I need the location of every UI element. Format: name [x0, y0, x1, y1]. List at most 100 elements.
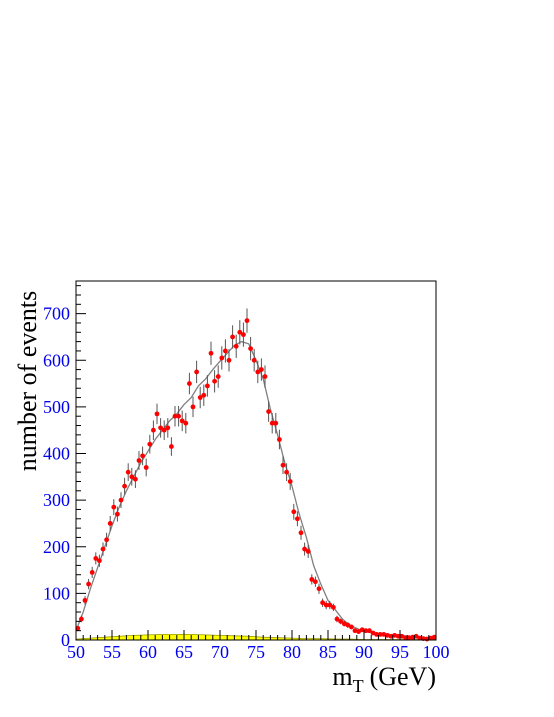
data-point: [259, 367, 264, 372]
y-tick-label: 600: [43, 350, 70, 370]
x-tick-label: 95: [391, 642, 409, 662]
data-point: [89, 569, 95, 575]
data-point: [75, 625, 81, 631]
data-point: [320, 600, 325, 606]
plot-frame: [75, 280, 437, 641]
data-point: [104, 537, 109, 543]
x-tick-labels: 50 55 60 65 70 75 80 85 90 95 100: [67, 642, 450, 662]
data-point: [201, 392, 207, 398]
data-point: [305, 549, 311, 554]
data-point: [273, 420, 279, 426]
y-tick-label: 500: [43, 397, 70, 417]
x-axis-title-subscript: T: [353, 676, 364, 696]
data-point: [136, 458, 142, 463]
data-point: [287, 479, 293, 484]
data-point: [219, 355, 225, 361]
data-point: [388, 633, 394, 639]
data-point: [205, 383, 210, 389]
data-point: [241, 332, 246, 338]
data-point: [367, 628, 372, 634]
x-tick-label: 65: [175, 642, 193, 662]
data-point: [244, 318, 250, 324]
data-point: [298, 530, 304, 536]
data-point: [111, 504, 117, 510]
data-point: [233, 343, 239, 349]
x-tick-label: 80: [283, 642, 301, 662]
data-point: [284, 469, 289, 475]
data-point: [428, 635, 433, 641]
data-point: [313, 579, 318, 585]
data-point: [309, 576, 315, 582]
data-point: [356, 629, 361, 635]
x-tick-label: 55: [103, 642, 121, 662]
data-point: [431, 634, 437, 640]
data-point: [352, 628, 358, 634]
x-axis-title-main: m: [332, 662, 352, 691]
x-tick-label: 50: [67, 642, 85, 662]
y-tick-label: 200: [43, 537, 70, 557]
data-point: [197, 395, 203, 400]
data-point: [165, 425, 171, 431]
data-point: [359, 627, 365, 633]
y-tick-label: 0: [61, 630, 70, 650]
y-tick-label: 400: [43, 444, 70, 464]
data-point: [143, 465, 149, 470]
axis-ticks: [75, 285, 437, 641]
data-point: [230, 334, 236, 340]
data-point: [399, 633, 405, 639]
data-point: [377, 632, 383, 637]
data-point: [129, 474, 135, 480]
data-point: [154, 411, 160, 417]
data-point: [194, 369, 200, 375]
data-point: [363, 628, 369, 634]
data-point: [133, 476, 138, 482]
data-point: [374, 632, 379, 637]
data-point: [349, 624, 354, 630]
data-point: [413, 633, 419, 639]
data-point: [251, 357, 257, 363]
data-point: [255, 369, 261, 375]
data-point: [280, 462, 286, 468]
data-point: [161, 427, 167, 433]
data-point: [395, 633, 401, 639]
data-point: [140, 453, 146, 459]
y-tick-labels: 0 100 200 300 400 500 600 700: [43, 304, 70, 650]
data-point: [410, 634, 415, 640]
data-point: [107, 521, 113, 526]
data-point: [179, 418, 185, 424]
x-tick-label: 60: [139, 642, 157, 662]
data-point: [122, 483, 127, 489]
data-point: [341, 621, 347, 627]
data-point: [115, 511, 120, 517]
data-point: [302, 546, 307, 552]
data-point: [147, 441, 153, 447]
fit-curve: [75, 340, 437, 639]
data-point: [79, 616, 84, 622]
y-axis-title: number of events: [13, 291, 42, 472]
data-point: [82, 597, 88, 603]
data-point: [223, 348, 228, 354]
data-point: [237, 329, 243, 335]
x-tick-label: 90: [355, 642, 373, 662]
data-point: [334, 616, 340, 622]
data-point: [212, 378, 218, 384]
data-point: [266, 409, 271, 414]
x-axis-title: mT (GeV): [332, 662, 436, 696]
data-point: [385, 632, 390, 638]
data-point: [158, 425, 164, 431]
y-tick-label: 700: [43, 304, 70, 324]
data-point: [327, 602, 333, 608]
x-tick-label: 75: [247, 642, 265, 662]
data-point: [93, 556, 99, 561]
data-point: [269, 420, 275, 426]
data-point: [403, 635, 408, 641]
y-tick-label: 100: [43, 583, 70, 603]
data-points-layer: [75, 308, 437, 642]
data-point: [151, 427, 156, 433]
data-point: [392, 632, 397, 638]
data-point: [417, 635, 423, 641]
data-point: [172, 413, 178, 419]
data-point: [190, 404, 196, 410]
data-point: [406, 635, 412, 641]
data-point: [208, 350, 214, 356]
